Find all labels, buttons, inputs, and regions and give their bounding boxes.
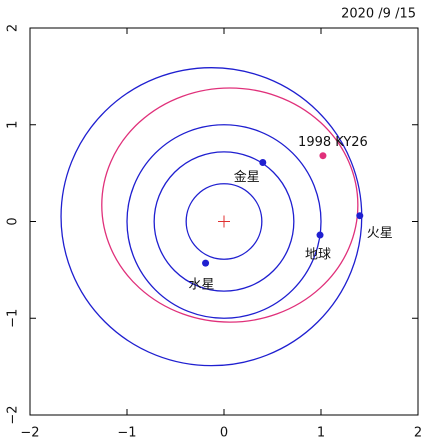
body-label: 1998 KY26 <box>298 135 368 150</box>
y-tick-label: −1 <box>6 309 21 328</box>
x-tick-label: 1 <box>317 426 325 441</box>
body-point <box>202 259 210 267</box>
x-tick-label: −2 <box>20 426 39 441</box>
orbit <box>101 87 359 323</box>
y-tick-label: 0 <box>6 217 21 225</box>
body-point <box>259 158 267 166</box>
x-tick-label: 2 <box>414 426 422 441</box>
sun-marker <box>218 215 230 228</box>
y-tick-label: 1 <box>6 121 21 129</box>
x-tick-label: 0 <box>220 426 228 441</box>
body-point <box>356 212 364 220</box>
body-point <box>316 231 324 239</box>
body-label: 地球 <box>305 248 331 263</box>
body-label: 金星 <box>234 169 260 185</box>
y-tick-label: 2 <box>6 24 21 32</box>
y-tick-label: −2 <box>6 405 21 424</box>
body-label: 火星 <box>367 226 393 241</box>
x-tick-label: −1 <box>117 426 136 441</box>
orbit <box>126 124 322 319</box>
body-label: 水星 <box>189 278 215 293</box>
orbit <box>153 151 295 292</box>
chart-title: 2020 /9 /15 <box>341 7 416 22</box>
orbit <box>185 183 263 260</box>
body-point <box>319 152 327 160</box>
